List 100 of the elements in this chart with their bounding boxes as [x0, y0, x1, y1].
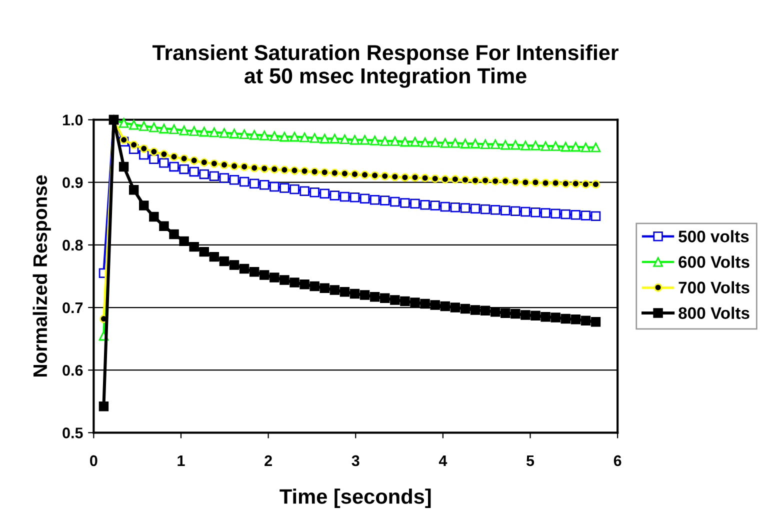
point — [300, 186, 310, 196]
point — [260, 130, 270, 140]
point — [580, 316, 591, 326]
point — [179, 236, 189, 246]
point — [290, 278, 300, 288]
point — [400, 198, 410, 208]
point — [520, 310, 530, 320]
point — [209, 127, 220, 138]
point — [540, 141, 550, 151]
point — [530, 140, 540, 150]
point — [350, 192, 360, 202]
y-tick-label: 0.8 — [62, 240, 83, 251]
point — [430, 174, 440, 183]
point — [430, 137, 440, 148]
point — [340, 287, 350, 297]
point — [239, 129, 250, 140]
point — [470, 138, 480, 148]
legend-label: 600 Volts — [678, 256, 750, 268]
point — [370, 292, 380, 302]
y-tick-label: 0.6 — [62, 364, 83, 376]
point — [400, 296, 410, 306]
point — [420, 200, 430, 210]
point — [220, 160, 228, 169]
point — [360, 290, 370, 300]
point — [560, 142, 570, 152]
point — [219, 256, 230, 266]
point — [560, 314, 570, 324]
point — [160, 150, 168, 158]
point — [450, 175, 460, 184]
point — [260, 180, 270, 190]
point — [461, 176, 470, 184]
point — [510, 206, 520, 216]
point — [249, 266, 260, 277]
point — [280, 275, 290, 285]
point — [530, 208, 540, 218]
point — [270, 165, 279, 174]
point — [249, 130, 260, 140]
point — [280, 166, 289, 174]
point — [580, 142, 591, 152]
point — [310, 281, 320, 292]
point — [209, 171, 220, 181]
point — [550, 141, 560, 151]
point — [180, 154, 188, 163]
point — [169, 124, 179, 134]
point — [390, 196, 400, 207]
point — [571, 179, 580, 188]
point — [360, 134, 370, 145]
point — [189, 126, 199, 136]
x-axis-title: Time [seconds] — [280, 488, 431, 508]
point — [582, 180, 590, 188]
point — [570, 142, 581, 152]
point — [189, 166, 199, 177]
point — [460, 138, 470, 148]
x-tick-label: 3 — [352, 455, 360, 466]
point — [410, 173, 420, 182]
point — [380, 196, 390, 206]
point — [300, 132, 310, 142]
point — [179, 126, 189, 136]
point — [570, 314, 581, 324]
point — [229, 174, 240, 185]
point — [460, 304, 470, 314]
point — [320, 168, 329, 177]
point — [330, 285, 340, 295]
point — [440, 301, 450, 312]
point — [520, 140, 530, 150]
x-tick-label: 5 — [526, 455, 534, 466]
point — [118, 118, 129, 128]
point — [199, 246, 209, 257]
point — [440, 175, 450, 184]
point — [290, 166, 299, 175]
point — [210, 159, 218, 168]
point — [450, 202, 460, 212]
point — [290, 132, 300, 142]
point — [541, 178, 550, 188]
point — [270, 272, 280, 282]
point — [199, 169, 209, 180]
y-tick-label: 0.9 — [62, 177, 83, 188]
point — [149, 212, 159, 222]
point — [239, 176, 250, 187]
point — [560, 209, 570, 220]
point — [200, 158, 208, 166]
y-axis-title: Normalized Response — [32, 175, 51, 376]
point — [430, 200, 440, 210]
point — [510, 308, 520, 319]
point — [300, 166, 309, 176]
point — [410, 298, 420, 308]
point — [230, 162, 238, 170]
x-tick-label: 4 — [438, 455, 448, 466]
point — [280, 183, 290, 193]
point — [590, 142, 601, 152]
point — [500, 308, 510, 318]
point — [501, 176, 510, 186]
point — [330, 134, 340, 144]
legend-label: 800 Volts — [678, 306, 750, 319]
point — [590, 211, 601, 222]
point — [189, 242, 199, 252]
point — [239, 264, 250, 274]
point — [420, 298, 430, 309]
point — [170, 152, 178, 161]
x-tick-label: 2 — [264, 455, 272, 466]
